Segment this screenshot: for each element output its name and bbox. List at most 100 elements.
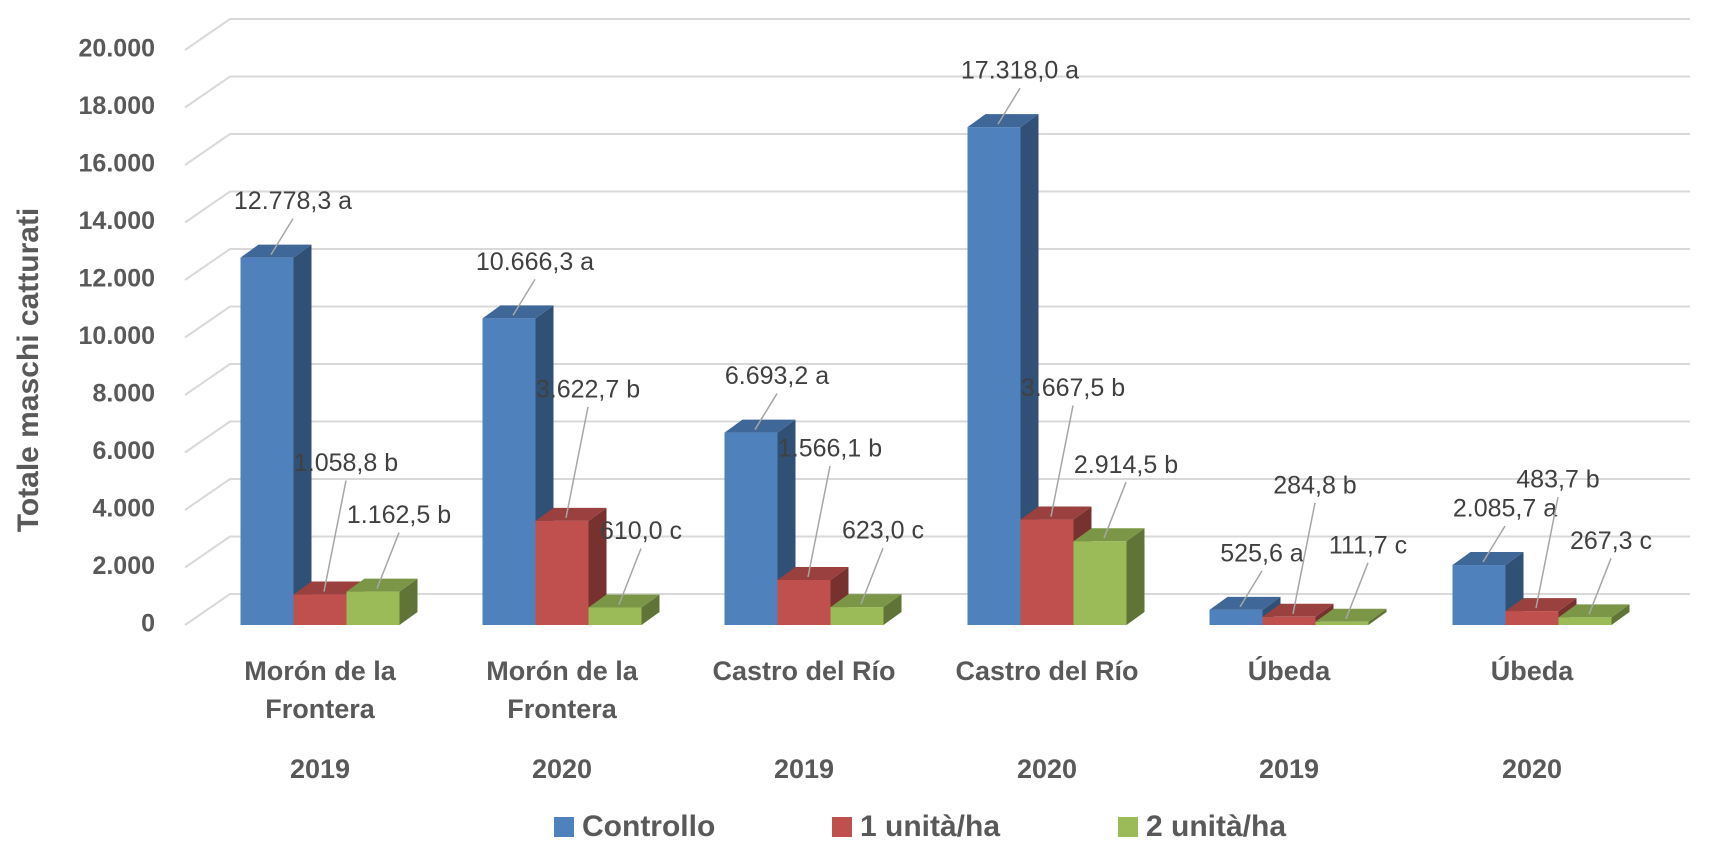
bar	[346, 578, 418, 625]
leader-line	[323, 480, 347, 592]
value-label: 267,3 c	[1570, 527, 1652, 555]
value-label: 610,0 c	[600, 517, 682, 545]
bar-front	[1262, 616, 1316, 625]
bar-front	[1209, 609, 1263, 625]
value-label: 1.058,8 b	[294, 449, 398, 477]
value-label: 1.566,1 b	[778, 435, 882, 463]
bar-top	[777, 566, 849, 580]
y-tick-label: 12.000	[79, 265, 155, 293]
grid-line	[184, 593, 1690, 626]
bar	[482, 305, 554, 625]
leader-line	[1482, 525, 1506, 563]
legend-swatch	[554, 817, 574, 837]
bar-top	[588, 594, 660, 608]
bar	[830, 594, 902, 625]
bar	[1558, 604, 1630, 625]
y-axis-title: Totale maschi catturati	[12, 208, 45, 533]
bar	[967, 114, 1039, 626]
bar	[293, 581, 365, 625]
bar-top	[724, 419, 796, 433]
grid-line	[184, 535, 1690, 569]
leader-line	[1588, 558, 1612, 615]
y-tick-label: 10.000	[79, 322, 155, 350]
grid-line	[184, 363, 1690, 396]
grid-line	[184, 248, 1690, 281]
bar-front	[1558, 617, 1612, 625]
x-tick-label: Úbeda	[1247, 656, 1331, 686]
grid-line	[184, 18, 1690, 51]
bar-side	[399, 578, 418, 625]
bar-front	[346, 591, 400, 625]
leader-line	[1345, 562, 1369, 620]
y-tick-label: 2.000	[92, 552, 155, 580]
y-tick-label: 8.000	[92, 380, 155, 408]
value-label: 17.318,0 a	[961, 57, 1079, 85]
x-group-label: 2019	[1259, 754, 1319, 784]
leader-line	[1103, 481, 1127, 539]
x-group-label: 2020	[1017, 754, 1077, 784]
bar-top	[1315, 608, 1387, 622]
bar	[1452, 552, 1524, 625]
y-tick-label: 14.000	[79, 207, 155, 235]
bar-top	[535, 507, 607, 521]
bar-top	[1073, 528, 1145, 542]
x-group-label: 2019	[774, 754, 834, 784]
bar-front	[1315, 621, 1369, 625]
legend-swatch	[1118, 817, 1138, 837]
value-label: 3.622,7 b	[536, 375, 640, 403]
bar-front	[1020, 519, 1074, 625]
bar-front	[1452, 565, 1506, 625]
bar-front	[240, 257, 294, 625]
x-group-label: 2019	[290, 754, 350, 784]
bar-front	[482, 318, 536, 625]
bar-front	[293, 594, 347, 625]
bar-side	[1126, 528, 1145, 625]
legend-label: 1 unità/ha	[860, 810, 1000, 843]
bar-top	[482, 305, 554, 319]
leader-line	[754, 393, 778, 430]
value-label: 12.778,3 a	[234, 187, 352, 215]
bar	[535, 507, 607, 625]
x-group-label: 2020	[532, 754, 592, 784]
bar-top	[830, 594, 902, 608]
legend-label: Controllo	[582, 810, 715, 843]
grid-line	[184, 190, 1690, 224]
bar-top	[240, 244, 312, 258]
leader-line	[270, 218, 294, 256]
x-tick-label: Morón de la Frontera	[486, 656, 638, 724]
x-tick-label: Castro del Río	[955, 656, 1139, 686]
legend-swatch	[832, 817, 852, 837]
value-label: 10.666,3 a	[476, 248, 594, 276]
value-label: 483,7 b	[1516, 466, 1599, 494]
bar-side	[1020, 114, 1039, 626]
value-label: 284,8 b	[1273, 471, 1356, 499]
bar-side	[1368, 608, 1387, 625]
bar-side	[588, 507, 607, 625]
value-label: 1.162,5 b	[347, 501, 451, 529]
y-tick-label: 16.000	[79, 150, 155, 178]
bar-front	[724, 432, 778, 625]
leader-line	[512, 278, 536, 316]
grid-line	[184, 133, 1690, 166]
leader-line	[565, 406, 589, 518]
x-tick-label: Úbeda	[1490, 656, 1574, 686]
bar-front	[830, 607, 884, 625]
value-label: 623,0 c	[842, 517, 924, 545]
leader-line	[1292, 502, 1316, 614]
bar-top	[1505, 598, 1577, 612]
bar-top	[1452, 552, 1524, 566]
leader-line	[1535, 496, 1559, 609]
y-tick-label: 4.000	[92, 495, 155, 523]
value-label: 3.667,5 b	[1021, 374, 1125, 402]
y-tick-label: 20.000	[79, 35, 155, 63]
bar-front	[967, 127, 1021, 626]
grid-line	[184, 305, 1690, 339]
y-tick-label: 0	[141, 610, 155, 638]
bar-side	[641, 594, 660, 625]
x-tick-label: Castro del Río	[712, 656, 896, 686]
legend-label: 2 unità/ha	[1146, 810, 1286, 843]
value-label: 525,6 a	[1220, 539, 1304, 567]
bar-front	[777, 579, 831, 625]
